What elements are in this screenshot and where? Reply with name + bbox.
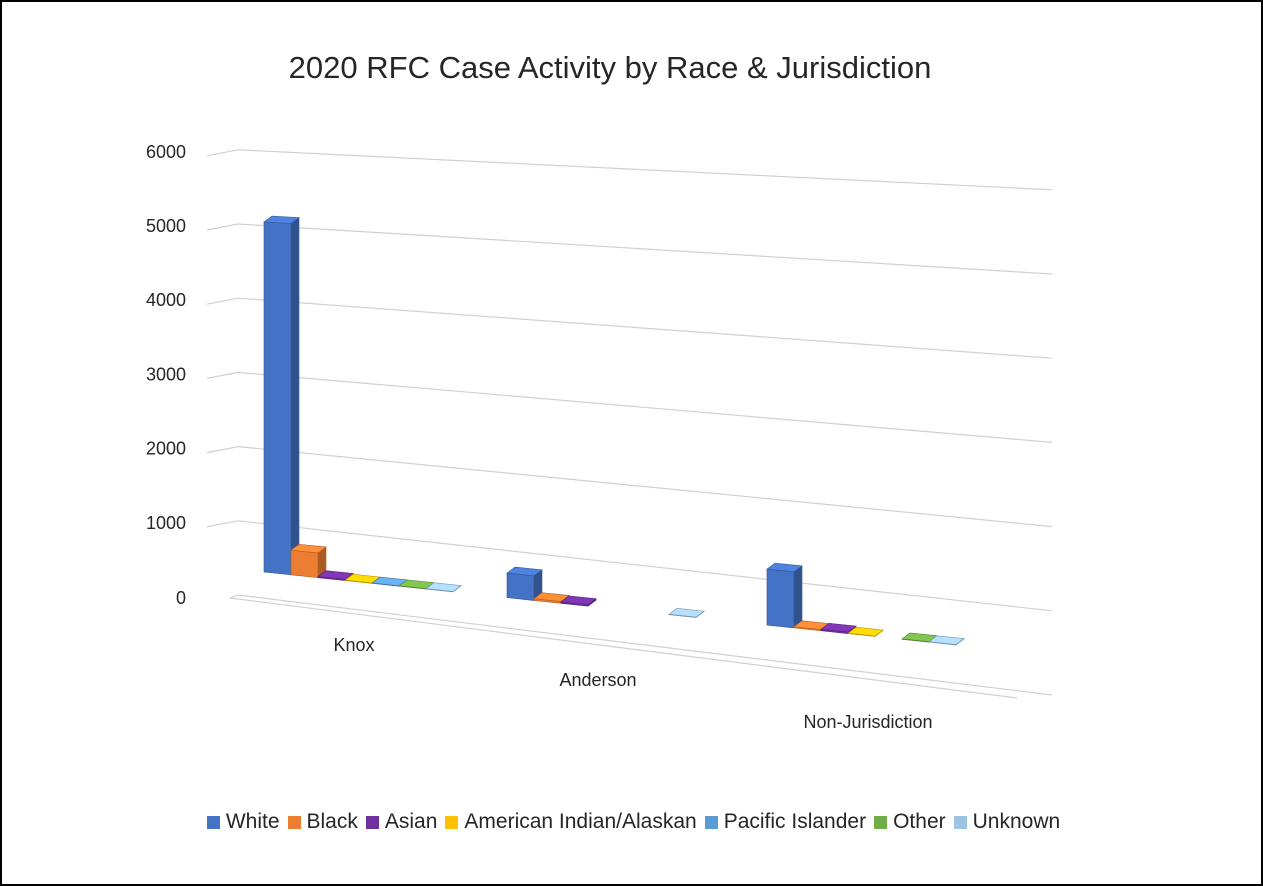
bar-front-face: [506, 572, 535, 601]
y-tick-label: 2000: [146, 439, 186, 459]
y-tick-label: 0: [176, 588, 186, 608]
legend-item: Pacific Islander: [704, 810, 867, 834]
gridline: [237, 223, 1053, 275]
legend-swatch: [365, 815, 379, 829]
x-category-label: Knox: [333, 635, 374, 655]
gridline-side: [206, 446, 239, 454]
chart-title: 2020 RFC Case Activity by Race & Jurisdi…: [288, 50, 932, 85]
legend-label: Pacific Islander: [723, 810, 867, 833]
gridline-side: [206, 371, 239, 379]
y-tick-label: 5000: [146, 216, 186, 236]
bar-black-knox: [290, 543, 327, 579]
bar-front-face: [425, 588, 454, 593]
bar-front-face: [560, 601, 589, 607]
legend-label: Unknown: [972, 810, 1061, 833]
legend-item: Asian: [365, 810, 438, 834]
y-tick-label: 6000: [146, 142, 186, 162]
legend-swatch: [206, 815, 220, 829]
gridline: [237, 297, 1053, 359]
bar-white-non-jurisdiction: [766, 562, 803, 629]
bar-unknown-anderson: [668, 608, 705, 619]
legend-label: Black: [306, 810, 358, 833]
bar-side-face: [290, 217, 300, 576]
floor-front-edge: [229, 597, 1018, 699]
bar-front-face: [263, 221, 292, 576]
bar-side-face: [793, 565, 803, 629]
legend: White Black Asian American Indian/Alaskan Pa…: [2, 810, 1263, 834]
gridline: [237, 149, 1053, 191]
legend-item: Black: [287, 810, 358, 834]
gridline: [237, 371, 1053, 443]
x-category-label: Anderson: [559, 670, 636, 690]
bar-white-knox: [263, 215, 300, 576]
legend-swatch: [287, 815, 301, 829]
y-tick-label: 1000: [146, 513, 186, 533]
legend-label: White: [225, 810, 280, 833]
bar-front-face: [928, 641, 957, 646]
gridline-side: [206, 223, 239, 231]
gridline: [237, 520, 1053, 612]
legend-item: Unknown: [953, 810, 1061, 834]
legend-item: White: [206, 810, 280, 834]
legend-swatch: [704, 815, 718, 829]
bar-front-face: [766, 568, 795, 629]
legend-item: American Indian/Alaskan: [445, 810, 697, 834]
bar-front-face: [668, 614, 697, 618]
bar-unknown-knox: [425, 582, 462, 593]
bar-asian-anderson: [560, 595, 597, 607]
floor-left-edge: [229, 594, 239, 599]
legend-swatch: [953, 815, 967, 829]
legend-label: Other: [893, 810, 946, 833]
gridline-side: [206, 520, 239, 528]
y-tick-label: 3000: [146, 364, 186, 384]
bar-american-indian-alaskan-non-jurisdiction: [847, 626, 884, 638]
x-category-label: Non-Jurisdiction: [803, 712, 932, 732]
bar-unknown-non-jurisdiction: [928, 635, 965, 646]
legend-label: American Indian/Alaskan: [464, 810, 697, 833]
gridline: [237, 446, 1053, 528]
bar-front-face: [847, 632, 876, 637]
legend-swatch: [445, 815, 459, 829]
floor-back-edge: [237, 594, 1053, 696]
y-tick-label: 4000: [146, 290, 186, 310]
gridline-side: [206, 297, 239, 305]
bar-front-face: [290, 549, 319, 579]
bar-white-anderson: [506, 566, 543, 602]
legend-item: Other: [874, 810, 946, 834]
gridline-side: [206, 149, 239, 157]
legend-label: Asian: [384, 810, 438, 833]
legend-swatch: [874, 815, 888, 829]
